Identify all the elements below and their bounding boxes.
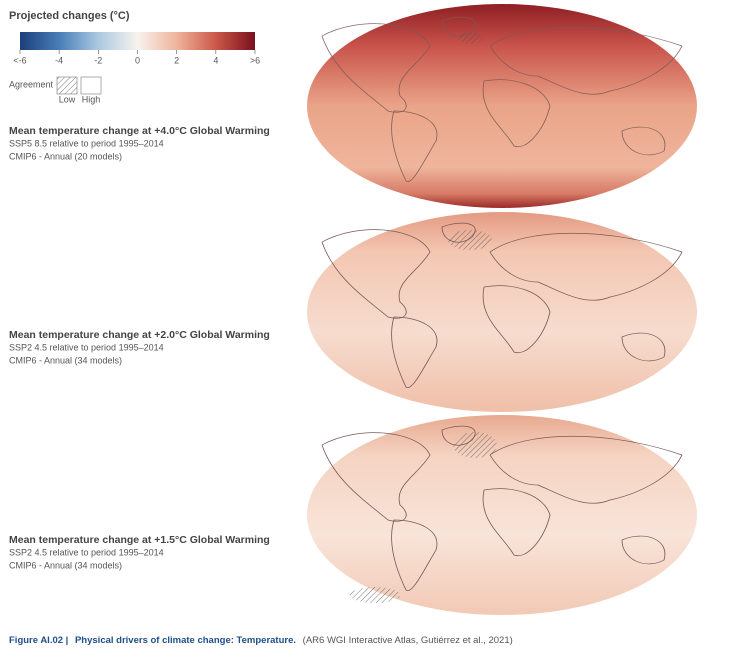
caption-title: Physical drivers of climate change: Temp… — [75, 635, 296, 646]
panel-title: Mean temperature change at +2.0°C Global… — [9, 329, 270, 341]
map-3 — [307, 415, 697, 615]
high-swatch — [80, 76, 102, 95]
colorbar-tick-label: -2 — [94, 55, 102, 65]
panel-subtitle: SSP2 4.5 relative to period 1995–2014 — [9, 342, 164, 352]
high-label: High — [82, 94, 101, 104]
colorbar-tick-label: -4 — [55, 55, 63, 65]
panel-title: Mean temperature change at +4.0°C Global… — [9, 125, 270, 137]
colorbar-tick-label: 2 — [174, 55, 179, 65]
caption: Figure AI.02 | Physical drivers of clima… — [9, 635, 513, 646]
colorbar — [20, 32, 255, 50]
map-2 — [307, 212, 697, 412]
panel-subtitle: CMIP6 - Annual (20 models) — [9, 151, 122, 161]
colorbar-tick-label: 0 — [135, 55, 140, 65]
colorbar-tick-label: 4 — [213, 55, 218, 65]
panel-title: Mean temperature change at +1.5°C Global… — [9, 534, 270, 546]
panel-subtitle: CMIP6 - Annual (34 models) — [9, 355, 122, 365]
agreement-label: Agreement — [9, 79, 54, 89]
low-label: Low — [59, 94, 76, 104]
map-1 — [307, 4, 697, 208]
panel-subtitle: SSP5 8.5 relative to period 1995–2014 — [9, 138, 164, 148]
colorbar-tick-label: >6 — [250, 55, 260, 65]
colorbar-tick-label: <-6 — [13, 55, 26, 65]
legend-title: Projected changes (°C) — [9, 10, 130, 22]
panel-subtitle: CMIP6 - Annual (34 models) — [9, 560, 122, 570]
panel-subtitle: SSP2 4.5 relative to period 1995–2014 — [9, 547, 164, 557]
caption-source: (AR6 WGI Interactive Atlas, Gutiérrez et… — [303, 635, 513, 646]
caption-label: Figure AI.02 | — [9, 635, 68, 646]
low-swatch — [56, 76, 78, 95]
